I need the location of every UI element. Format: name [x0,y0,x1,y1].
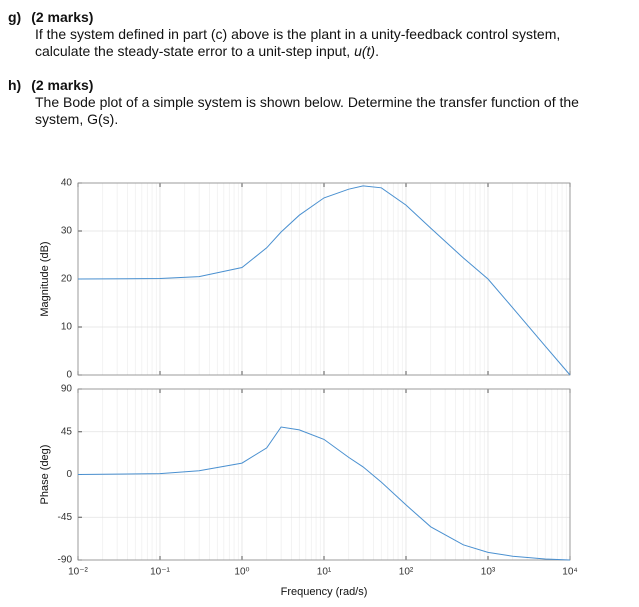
y-axis-label: Phase (deg) [39,445,51,505]
y-axis-label: Magnitude (dB) [39,241,51,316]
x-axis-label: Frequency (rad/s) [281,586,368,598]
q-marks: (2 marks) [31,9,94,25]
y-tick-label: 90 [61,384,73,395]
x-tick-label: 10⁰ [234,567,249,578]
line [77,426,571,561]
y-tick-label: -90 [58,555,73,566]
y-tick-label: 0 [66,469,72,480]
y-tick-label: -45 [58,512,73,523]
x-tick-label: 10⁻¹ [150,567,170,578]
q-text: calculate the steady-state error to a un… [35,43,355,59]
q-text: The Bode plot of a simple system is show… [35,94,579,110]
y-tick-label: 30 [61,226,73,237]
question: h) (2 marks) The Bode plot of a simple sy… [8,77,633,128]
q-text: system, G(s). [35,111,119,127]
x-tick-label: 10³ [481,567,496,578]
x-tick-label: 10² [399,567,414,578]
x-tick-label: 10⁴ [562,567,577,578]
q-text: If the system defined in part (c) above … [35,26,561,42]
y-tick-label: 0 [66,370,72,381]
q-label: g) [8,9,22,25]
x-tick-label: 10⁻² [68,567,88,578]
q-text: . [375,43,379,59]
y-tick-label: 20 [61,274,73,285]
x-tick-label: 10¹ [317,567,332,578]
q-marks: (2 marks) [31,77,94,93]
y-tick-label: 10 [61,322,73,333]
q-text: u(t) [354,43,376,59]
question: g) (2 marks) If the system defined in par… [8,9,633,60]
y-tick-label: 45 [61,426,73,437]
line [77,185,571,376]
y-tick-label: 40 [61,178,73,189]
q-label: h) [8,77,22,93]
